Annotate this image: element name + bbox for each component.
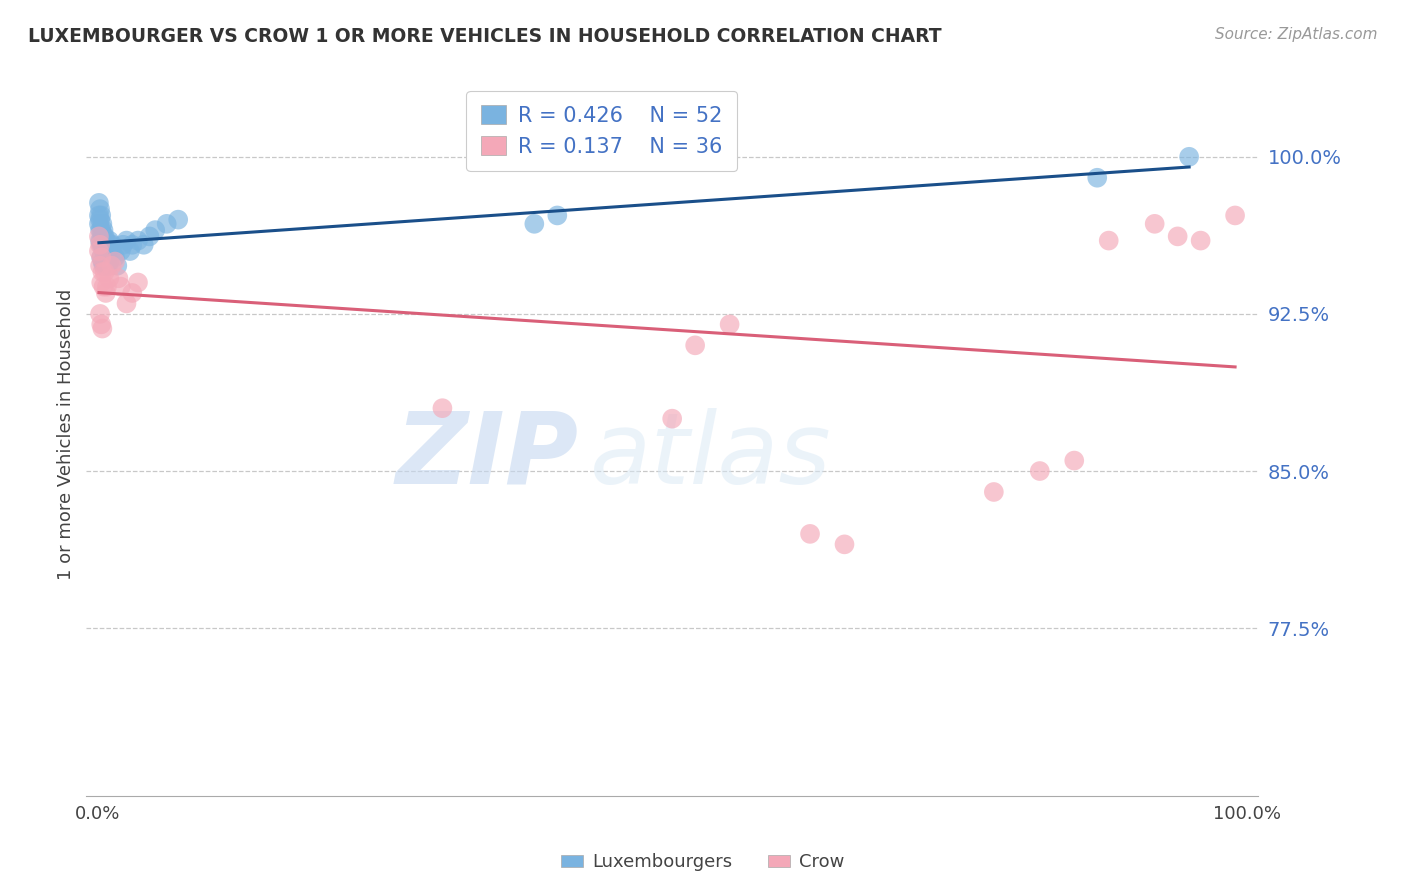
Luxembourgers: [105, 259, 128, 273]
Luxembourgers: [87, 217, 110, 231]
Crow: [91, 321, 114, 335]
Crow: [834, 537, 856, 551]
Luxembourgers: [97, 259, 120, 273]
Text: ZIP: ZIP: [395, 408, 578, 505]
Luxembourgers: [89, 212, 111, 227]
Luxembourgers: [91, 237, 114, 252]
Legend: Luxembourgers, Crow: Luxembourgers, Crow: [554, 847, 852, 879]
Crow: [127, 276, 149, 290]
Luxembourgers: [93, 237, 115, 252]
Luxembourgers: [138, 229, 160, 244]
Crow: [1167, 229, 1189, 244]
Luxembourgers: [93, 254, 115, 268]
Luxembourgers: [523, 217, 546, 231]
Crow: [983, 485, 1005, 500]
Text: atlas: atlas: [591, 408, 832, 505]
Luxembourgers: [91, 254, 114, 268]
Crow: [1223, 209, 1246, 223]
Luxembourgers: [90, 237, 112, 252]
Text: LUXEMBOURGER VS CROW 1 OR MORE VEHICLES IN HOUSEHOLD CORRELATION CHART: LUXEMBOURGER VS CROW 1 OR MORE VEHICLES …: [28, 27, 942, 45]
Crow: [89, 259, 111, 273]
Crow: [1063, 453, 1085, 467]
Luxembourgers: [94, 259, 117, 273]
Crow: [718, 318, 741, 332]
Y-axis label: 1 or more Vehicles in Household: 1 or more Vehicles in Household: [58, 289, 75, 580]
Luxembourgers: [121, 237, 143, 252]
Luxembourgers: [96, 250, 118, 264]
Luxembourgers: [110, 244, 132, 258]
Luxembourgers: [93, 223, 115, 237]
Luxembourgers: [104, 250, 127, 264]
Crow: [98, 271, 121, 285]
Luxembourgers: [112, 237, 135, 252]
Crow: [87, 244, 110, 258]
Crow: [93, 265, 115, 279]
Luxembourgers: [94, 234, 117, 248]
Luxembourgers: [89, 202, 111, 216]
Crow: [1143, 217, 1166, 231]
Crow: [121, 285, 143, 300]
Luxembourgers: [90, 250, 112, 264]
Luxembourgers: [96, 237, 118, 252]
Crow: [1098, 234, 1121, 248]
Luxembourgers: [93, 244, 115, 258]
Crow: [100, 259, 122, 273]
Luxembourgers: [93, 259, 115, 273]
Luxembourgers: [100, 244, 122, 258]
Legend: R = 0.426    N = 52, R = 0.137    N = 36: R = 0.426 N = 52, R = 0.137 N = 36: [467, 91, 737, 171]
Luxembourgers: [93, 229, 115, 244]
Crow: [661, 411, 683, 425]
Text: Source: ZipAtlas.com: Source: ZipAtlas.com: [1215, 27, 1378, 42]
Luxembourgers: [118, 244, 141, 258]
Crow: [115, 296, 138, 310]
Crow: [107, 271, 129, 285]
Luxembourgers: [101, 237, 124, 252]
Luxembourgers: [89, 223, 111, 237]
Crow: [90, 276, 112, 290]
Luxembourgers: [90, 234, 112, 248]
Crow: [110, 279, 132, 293]
Crow: [1029, 464, 1052, 478]
Crow: [94, 285, 117, 300]
Luxembourgers: [1178, 150, 1201, 164]
Luxembourgers: [94, 244, 117, 258]
Luxembourgers: [87, 195, 110, 210]
Crow: [89, 307, 111, 321]
Luxembourgers: [91, 217, 114, 231]
Luxembourgers: [156, 217, 179, 231]
Crow: [1189, 234, 1212, 248]
Crow: [104, 254, 127, 268]
Luxembourgers: [89, 234, 111, 248]
Luxembourgers: [115, 234, 138, 248]
Crow: [87, 229, 110, 244]
Luxembourgers: [127, 234, 149, 248]
Crow: [90, 318, 112, 332]
Luxembourgers: [90, 223, 112, 237]
Luxembourgers: [100, 237, 122, 252]
Crow: [91, 265, 114, 279]
Luxembourgers: [98, 254, 121, 268]
Luxembourgers: [91, 227, 114, 242]
Crow: [89, 237, 111, 252]
Crow: [90, 250, 112, 264]
Luxembourgers: [97, 244, 120, 258]
Luxembourgers: [546, 209, 568, 223]
Crow: [683, 338, 706, 352]
Luxembourgers: [98, 234, 121, 248]
Luxembourgers: [90, 209, 112, 223]
Luxembourgers: [1085, 170, 1108, 185]
Crow: [93, 279, 115, 293]
Luxembourgers: [87, 209, 110, 223]
Crow: [96, 279, 118, 293]
Luxembourgers: [93, 234, 115, 248]
Luxembourgers: [143, 223, 166, 237]
Crow: [432, 401, 454, 416]
Luxembourgers: [167, 212, 190, 227]
Luxembourgers: [132, 237, 155, 252]
Crow: [799, 527, 821, 541]
